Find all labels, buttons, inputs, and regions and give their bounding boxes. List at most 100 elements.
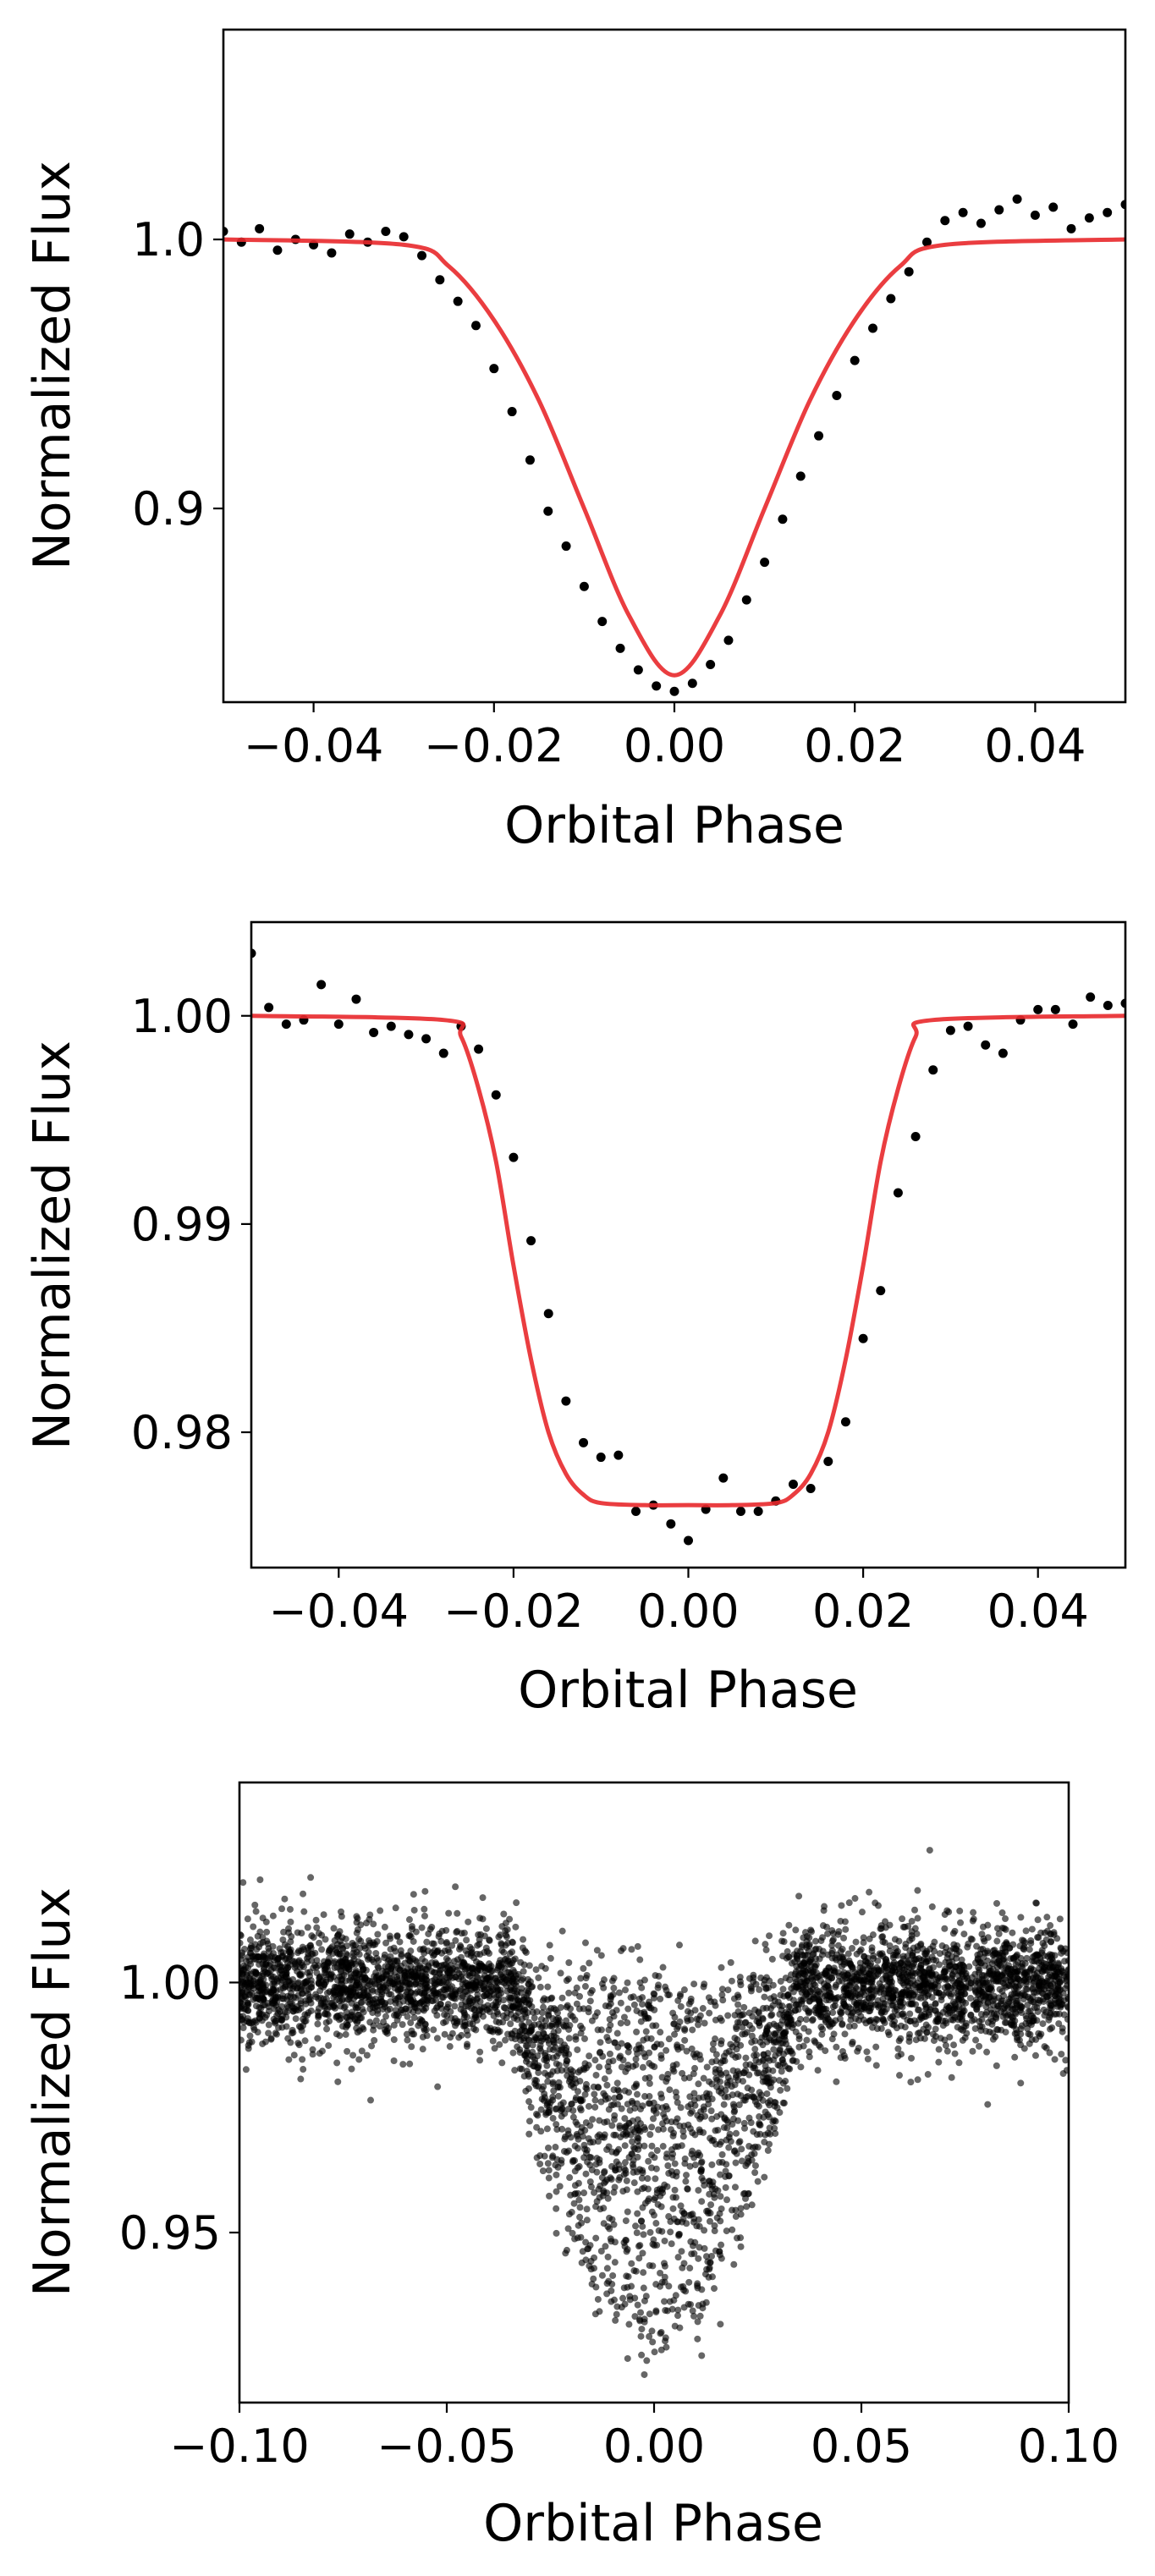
scatter-point <box>724 2012 732 2019</box>
scatter-point <box>716 2248 723 2255</box>
scatter-point <box>248 2038 256 2046</box>
scatter-point <box>946 1962 954 1969</box>
scatter-point <box>524 2042 531 2050</box>
scatter-point <box>741 2124 749 2132</box>
scatter-point <box>621 2159 629 2167</box>
scatter-point <box>811 2037 818 2045</box>
scatter-point <box>586 2052 593 2060</box>
scatter-point <box>403 1975 410 1982</box>
scatter-point <box>982 2028 990 2035</box>
scatter-point <box>434 2002 442 2010</box>
scatter-point <box>717 2078 724 2085</box>
scatter-point <box>740 2119 748 2127</box>
scatter-point <box>661 2273 668 2281</box>
scatter-point <box>690 1980 698 1988</box>
scatter-point <box>713 2112 721 2120</box>
scatter-point <box>445 1909 453 1917</box>
scatter-point <box>511 1992 519 2000</box>
scatter-point <box>1034 2008 1042 2015</box>
scatter-point <box>690 2154 698 2161</box>
scatter-point <box>971 1959 979 1967</box>
scatter-point <box>848 1945 855 1953</box>
scatter-point <box>554 2027 562 2035</box>
scatter-point <box>924 2071 932 2079</box>
scatter-point <box>832 1983 839 1991</box>
scatter-point <box>492 1993 500 2001</box>
scatter-point <box>421 1887 429 1895</box>
scatter-point <box>609 2057 617 2065</box>
scatter-point <box>711 1998 718 2006</box>
scatter-point <box>578 2219 586 2227</box>
data-point <box>876 1286 886 1296</box>
scatter-point <box>742 2019 750 2026</box>
scatter-point <box>601 2131 608 2139</box>
scatter-point <box>671 2322 679 2330</box>
scatter-point <box>693 2050 701 2057</box>
scatter-point <box>525 2001 532 2008</box>
data-point <box>998 1048 1008 1058</box>
scatter-point <box>737 2243 745 2250</box>
scatter-point <box>448 2029 456 2037</box>
scatter-point <box>866 2017 873 2024</box>
scatter-point <box>684 2008 691 2015</box>
scatter-point <box>333 2059 341 2067</box>
scatter-point <box>652 2022 660 2029</box>
scatter-point <box>743 2029 751 2036</box>
scatter-point <box>428 1991 436 1999</box>
scatter-point <box>667 2126 674 2134</box>
scatter-point <box>328 2000 336 2008</box>
scatter-point <box>724 1986 732 1994</box>
scatter-point <box>711 2285 718 2293</box>
scatter-point <box>568 2101 575 2108</box>
scatter-point <box>624 2019 631 2026</box>
scatter-point <box>629 2161 636 2168</box>
scatter-point <box>433 2035 441 2042</box>
scatter-point <box>767 2005 774 2013</box>
scatter-point <box>542 2017 550 2024</box>
scatter-point <box>604 2095 612 2102</box>
scatter-point <box>525 2084 532 2092</box>
scatter-point <box>1055 2020 1063 2028</box>
scatter-point <box>845 1899 853 1907</box>
scatter-point <box>945 2007 953 2014</box>
scatter-point <box>730 2260 738 2268</box>
scatter-point <box>756 2119 763 2127</box>
scatter-point <box>988 1986 996 1994</box>
scatter-point <box>416 2016 424 2024</box>
scatter-point <box>242 2066 250 2073</box>
data-point <box>438 1048 448 1058</box>
scatter-point <box>770 1993 778 2001</box>
scatter-point <box>700 2074 707 2082</box>
scatter-point <box>745 2009 753 2017</box>
scatter-point <box>1053 2010 1060 2018</box>
scatter-point <box>748 2201 756 2209</box>
scatter-point <box>839 1971 846 1979</box>
scatter-point <box>608 2281 616 2288</box>
scatter-point <box>1039 1990 1047 1997</box>
scatter-point <box>1040 1997 1048 2005</box>
scatter-point <box>299 2056 306 2063</box>
scatter-point <box>808 1928 816 1936</box>
scatter-point <box>296 1964 304 1971</box>
scatter-point <box>314 2020 322 2028</box>
scatter-point <box>1052 1991 1059 1998</box>
scatter-point <box>711 2194 718 2201</box>
scatter-point <box>954 1942 961 1950</box>
scatter-point <box>617 2019 624 2027</box>
scatter-point <box>375 1957 382 1964</box>
scatter-point <box>1011 2053 1019 2061</box>
scatter-point <box>914 2076 921 2084</box>
scatter-point <box>777 2040 784 2047</box>
scatter-point <box>768 2011 776 2019</box>
scatter-point <box>965 1963 973 1970</box>
scatter-point <box>527 2104 535 2112</box>
data-point <box>832 390 842 400</box>
scatter-point <box>553 2121 560 2128</box>
scatter-point <box>837 1947 844 1955</box>
scatter-point <box>525 2098 533 2106</box>
scatter-point <box>343 1942 350 1950</box>
scatter-point <box>725 2172 733 2180</box>
scatter-point <box>1048 1955 1056 1963</box>
scatter-point <box>749 2025 756 2033</box>
scatter-point <box>419 1997 426 2005</box>
